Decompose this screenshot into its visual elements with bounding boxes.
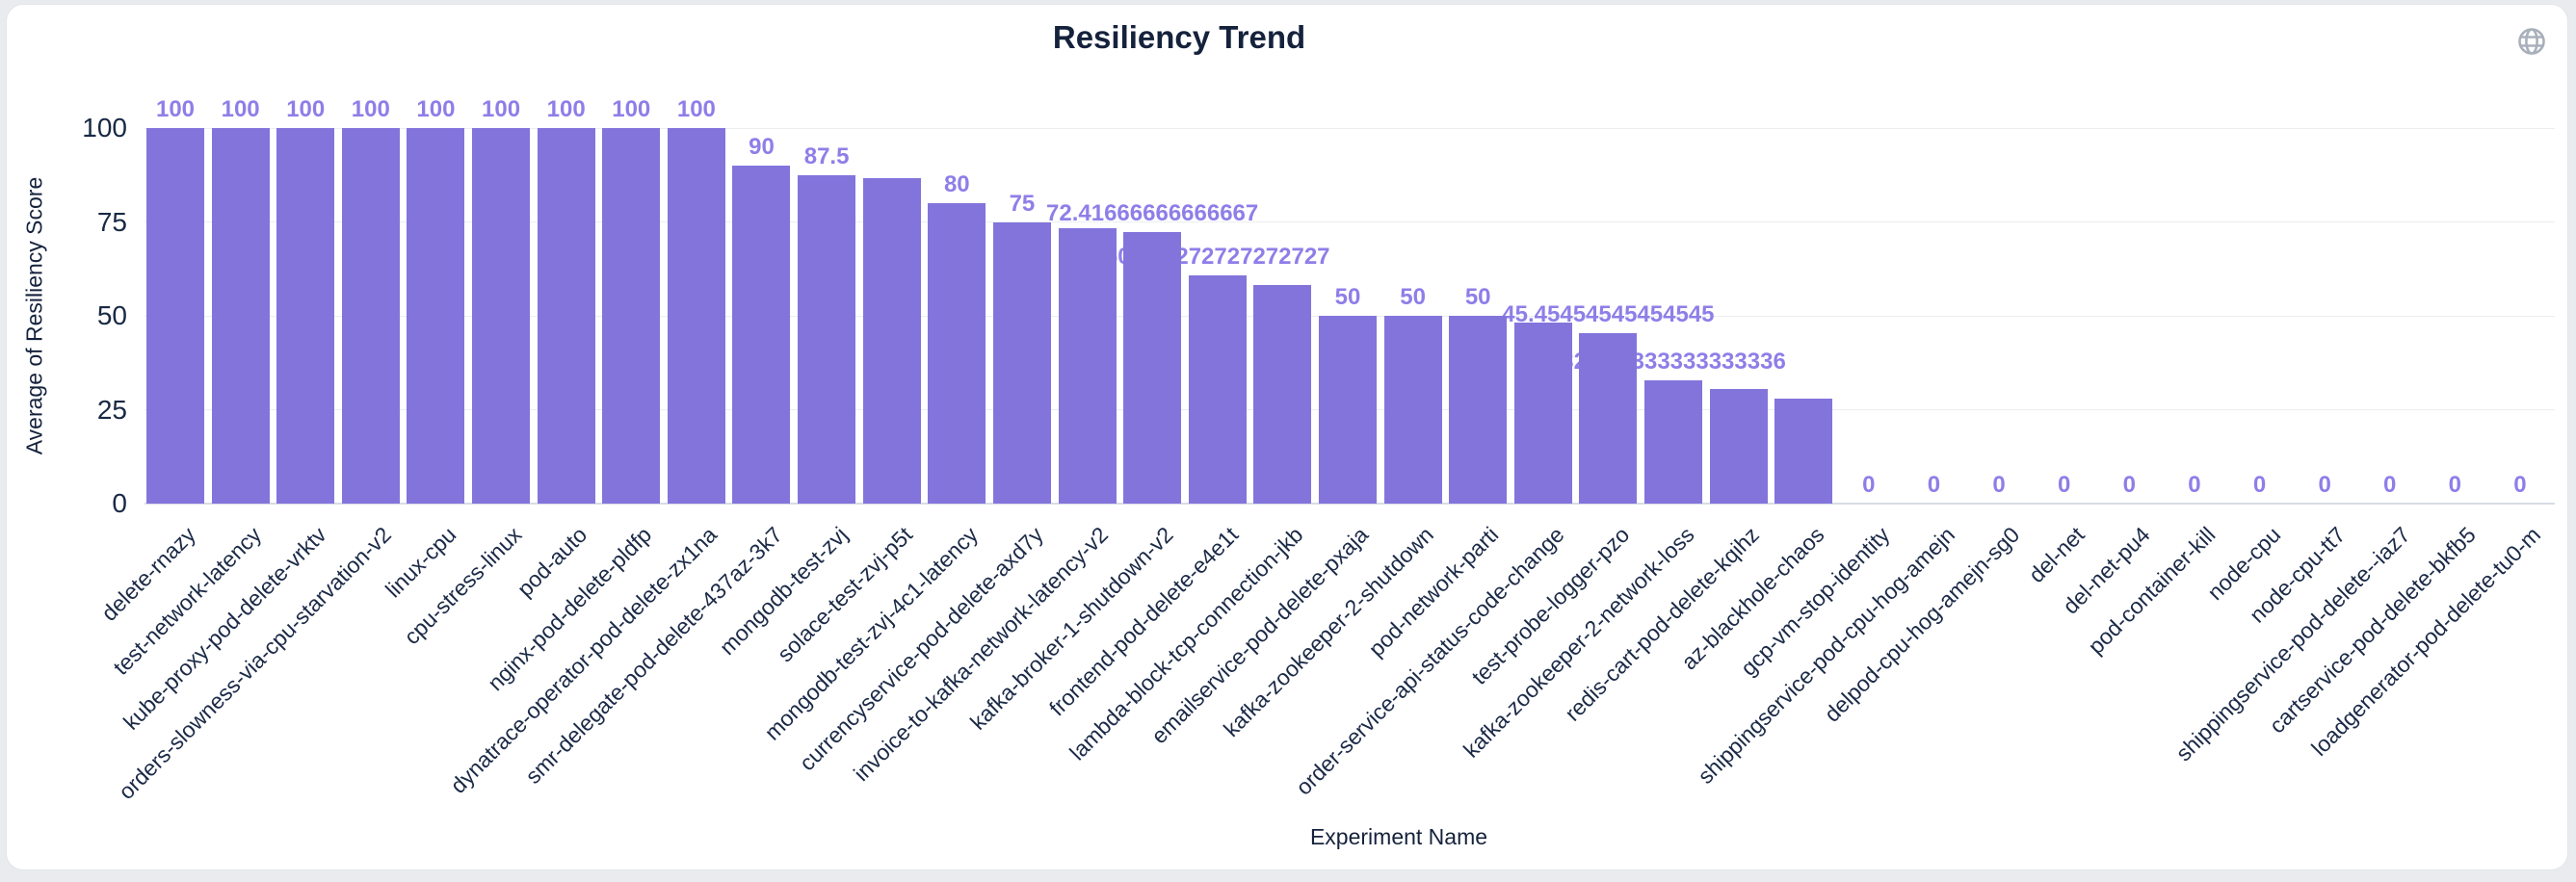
bar-value-label: 72.41666666666667 [1046, 199, 1259, 226]
gridline-y-100 [145, 127, 2555, 129]
bar-value-label: 75 [1009, 190, 1036, 217]
bar[interactable] [1449, 316, 1508, 504]
bar[interactable] [1709, 389, 1768, 504]
x-axis-line [145, 503, 2555, 505]
bar[interactable] [667, 128, 725, 504]
bar[interactable] [602, 128, 661, 504]
y-axis-tick-label: 100 [82, 113, 127, 143]
bar[interactable] [276, 128, 335, 504]
bar-value-label: 0 [1927, 472, 1941, 498]
bar-value-label: 0 [1862, 472, 1876, 498]
bar-value-label: 50 [1334, 284, 1361, 310]
bar-value-label: 100 [221, 96, 260, 122]
bar-value-label: 100 [155, 96, 196, 122]
bar-value-label: 100 [286, 96, 326, 122]
y-axis-tick-label: 75 [96, 206, 127, 237]
bar-value-label: 0 [2122, 472, 2136, 498]
bar[interactable] [928, 203, 986, 504]
bar[interactable] [1774, 399, 1833, 504]
bar-value-label: 100 [612, 96, 651, 122]
bar[interactable] [1188, 275, 1247, 504]
bar[interactable] [1253, 284, 1312, 504]
gridline-y-75 [145, 221, 2555, 222]
bar-value-label: 0 [2188, 472, 2201, 498]
bar[interactable] [1579, 332, 1638, 504]
bar[interactable] [798, 174, 856, 504]
chart-title: Resiliency Trend [1052, 19, 1306, 55]
globe-icon[interactable] [2516, 26, 2547, 57]
bar-value-label: 100 [676, 96, 716, 122]
bar[interactable] [1383, 316, 1442, 504]
bar-value-label: 50 [1464, 284, 1491, 310]
bar[interactable] [341, 128, 400, 504]
x-axis-title: Experiment Name [1309, 824, 1488, 849]
bar-value-label: 100 [482, 96, 521, 122]
bar[interactable] [1318, 316, 1377, 504]
bar[interactable] [537, 128, 595, 504]
bar-value-label: 0 [2058, 472, 2071, 498]
bar[interactable] [862, 177, 921, 504]
bar[interactable] [992, 221, 1051, 504]
y-axis-tick-label: 25 [96, 394, 127, 425]
bar-value-label: 0 [2318, 472, 2331, 498]
bar[interactable] [1058, 228, 1117, 504]
bar-value-label: 0 [2448, 472, 2462, 498]
bar[interactable] [1513, 322, 1572, 504]
y-axis-tick-label: 0 [112, 488, 127, 518]
bar-value-label: 100 [546, 96, 586, 122]
bar[interactable] [146, 128, 204, 504]
bar[interactable] [1123, 231, 1182, 504]
y-axis-title: Average of Resiliency Score [21, 176, 47, 455]
bar-value-label: 87.5 [803, 143, 850, 169]
bar[interactable] [407, 128, 465, 504]
bar-value-label: 0 [2513, 472, 2527, 498]
bar[interactable] [1644, 379, 1703, 504]
bar-value-label: 100 [416, 96, 456, 122]
bar[interactable] [211, 128, 270, 504]
bar[interactable] [472, 128, 531, 504]
y-axis-tick-label: 50 [96, 300, 127, 330]
bar-value-label: 0 [2252, 472, 2267, 498]
bar-value-label: 80 [943, 171, 970, 197]
bar-value-label: 100 [351, 96, 390, 122]
bar-value-label: 0 [2383, 472, 2397, 498]
bar-value-label: 50 [1400, 284, 1426, 310]
bar-value-label: 90 [749, 134, 775, 160]
bar-value-label: 0 [1992, 472, 2006, 498]
bar[interactable] [732, 166, 791, 504]
